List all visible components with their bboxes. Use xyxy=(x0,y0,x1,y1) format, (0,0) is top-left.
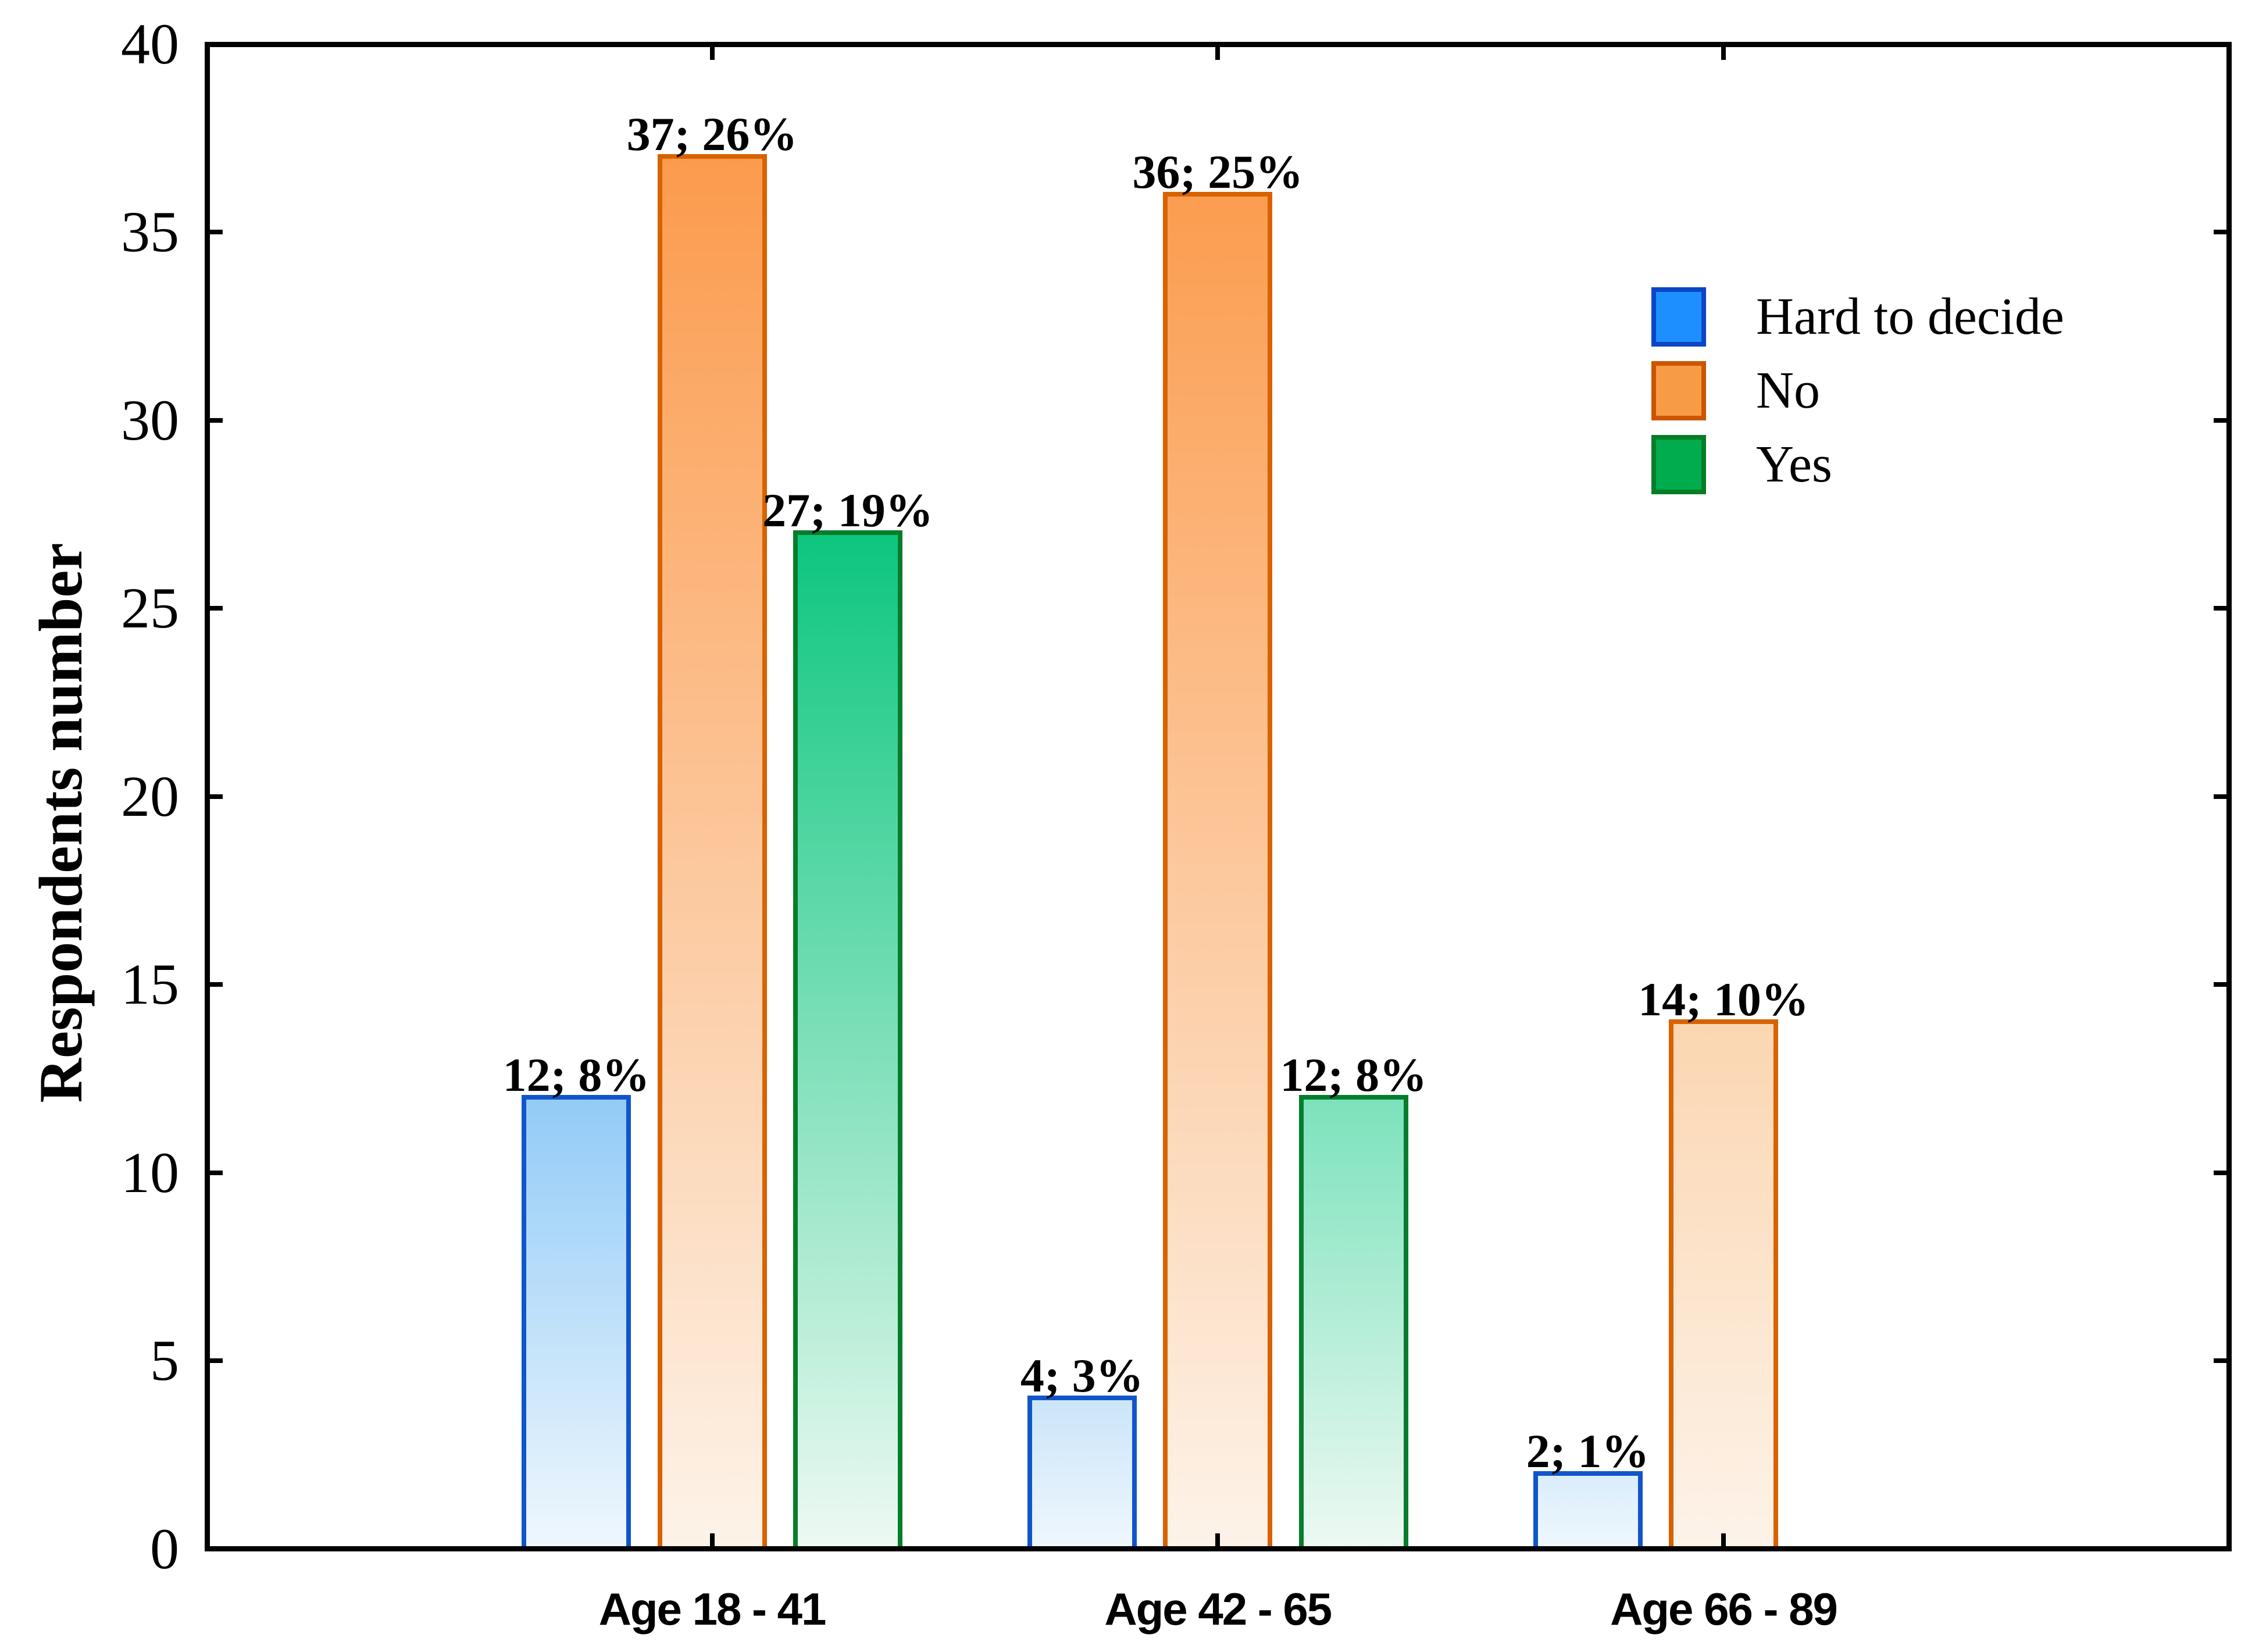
y-tick-right xyxy=(2214,230,2226,234)
data-label: 12; 8% xyxy=(502,1048,650,1101)
y-tick-label: 0 xyxy=(150,1516,179,1581)
data-label: 36; 25% xyxy=(1132,145,1304,198)
y-tick-right xyxy=(2214,982,2226,987)
y-tick-left xyxy=(210,230,223,234)
y-tick-left xyxy=(210,1358,223,1363)
legend-item-no: No xyxy=(1651,361,1820,420)
data-label: 2; 1% xyxy=(1526,1425,1650,1478)
y-tick-label: 15 xyxy=(121,952,179,1016)
y-tick-right xyxy=(2214,1358,2226,1363)
x-axis-category-label: Age 42 - 65 xyxy=(1104,1583,1332,1635)
x-axis-category-label: Age 66 - 89 xyxy=(1610,1583,1838,1635)
y-tick-right xyxy=(2214,1170,2226,1175)
y-tick-left xyxy=(210,794,223,799)
y-tick-left xyxy=(210,982,223,987)
y-tick-right xyxy=(2214,418,2226,423)
bar-hard-to-decide-1 xyxy=(522,1095,631,1546)
bar-yes-2 xyxy=(1298,1095,1408,1546)
legend-swatch-yes xyxy=(1651,435,1706,494)
data-label: 12; 8% xyxy=(1280,1048,1428,1101)
legend-item-yes: Yes xyxy=(1651,435,1832,494)
legend-label: Hard to decide xyxy=(1756,288,2064,345)
bar-no-2 xyxy=(1163,192,1273,1546)
x-tick-top xyxy=(709,47,715,60)
bar-hard-to-decide-3 xyxy=(1533,1471,1643,1546)
y-tick-left xyxy=(210,418,223,423)
data-label: 4; 3% xyxy=(1020,1349,1144,1402)
legend-label: Yes xyxy=(1756,436,1832,493)
x-axis-category-label: Age 18 - 41 xyxy=(598,1583,827,1635)
y-tick-label: 20 xyxy=(121,763,179,829)
x-tick-bottom xyxy=(709,1533,715,1546)
bar-hard-to-decide-2 xyxy=(1027,1396,1137,1546)
bar-no-1 xyxy=(657,154,767,1546)
y-tick-label: 35 xyxy=(121,199,179,264)
bar-no-3 xyxy=(1669,1019,1778,1546)
y-tick-label: 10 xyxy=(121,1140,179,1205)
y-tick-right xyxy=(2214,794,2226,799)
legend-label: No xyxy=(1756,362,1820,419)
x-tick-bottom xyxy=(1721,1533,1726,1546)
y-tick-label: 5 xyxy=(150,1328,179,1393)
y-tick-label: 30 xyxy=(121,387,179,452)
x-tick-top xyxy=(1215,47,1221,60)
data-label: 37; 26% xyxy=(626,108,798,160)
x-tick-top xyxy=(1721,47,1726,60)
data-label: 27; 19% xyxy=(762,484,933,537)
data-label: 14; 10% xyxy=(1638,973,1809,1026)
y-tick-label: 25 xyxy=(121,576,179,640)
y-tick-label: 40 xyxy=(121,11,179,76)
legend-swatch-hard-to-decide xyxy=(1651,287,1706,347)
x-tick-bottom xyxy=(1215,1533,1221,1546)
legend-item-hard-to-decide: Hard to decide xyxy=(1651,287,2064,347)
y-tick-right xyxy=(2214,606,2226,611)
y-tick-left xyxy=(210,1170,223,1175)
bar-yes-1 xyxy=(793,530,902,1546)
y-tick-left xyxy=(210,606,223,611)
legend-swatch-no xyxy=(1651,361,1706,420)
